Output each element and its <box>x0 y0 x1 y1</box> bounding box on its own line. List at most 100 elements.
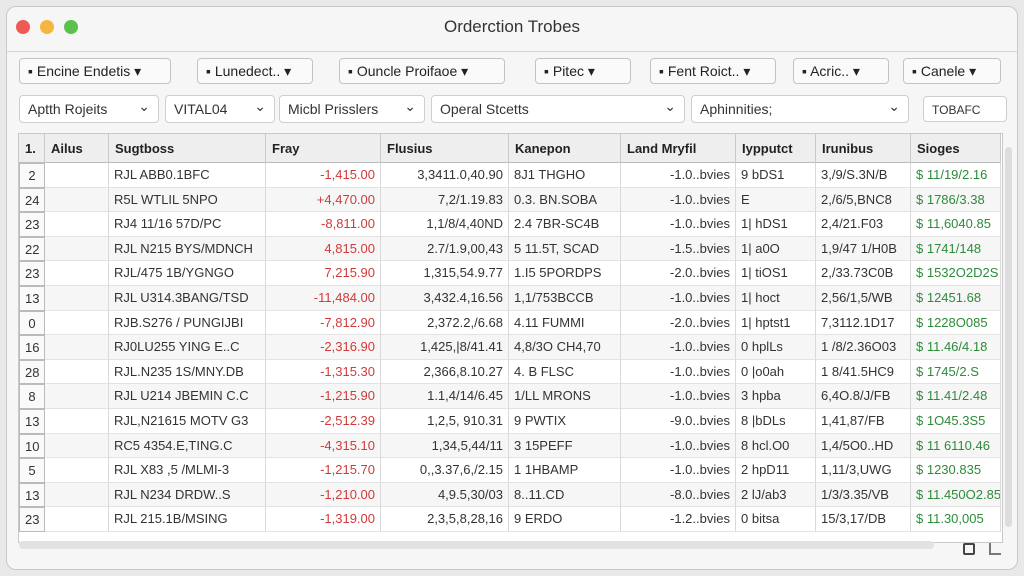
table-cell: -8,811.00 <box>266 212 381 237</box>
table-cell: -1,215.70 <box>266 458 381 483</box>
table-cell: RJL ABB0.1BFC <box>109 163 266 188</box>
table-cell: E <box>736 187 816 213</box>
empty-cell <box>45 384 109 409</box>
row-number: 13 <box>19 482 45 508</box>
table-cell: 7,215.90 <box>266 261 381 286</box>
table-cell: RJL X83 ,5 /MLMI-3 <box>109 458 266 483</box>
table-cell: 2,3,5,8,28,16 <box>381 507 509 532</box>
table-cell: RJ0LU255 YING E..C <box>109 335 266 360</box>
table-cell: 0 bitsa <box>736 507 816 532</box>
toolbar-button[interactable]: ▪ Lunedect.. ▾ <box>197 58 313 84</box>
column-header[interactable]: Fray <box>266 134 381 163</box>
empty-cell <box>45 163 109 188</box>
filter-button[interactable]: TOBAFC <box>923 96 1007 122</box>
table-cell: RJL.N235 1S/MNY.DB <box>109 359 266 385</box>
table-cell: -9.0..bvies <box>621 409 736 434</box>
column-header[interactable]: 1. <box>19 134 45 163</box>
table-cell: 1 1HBAMP <box>509 458 621 483</box>
status-icon[interactable] <box>989 543 1001 555</box>
table-cell: 1,11/3,UWG <box>816 458 911 483</box>
column-header[interactable]: Flusius <box>381 134 509 163</box>
table-cell: 3,/9/S.3N/B <box>816 163 911 188</box>
table-cell: RJL/475 1B/YGNGO <box>109 261 266 286</box>
filter-dropdown[interactable]: Aptth Rojeits ⌄ <box>19 95 159 123</box>
table-cell: 8J1 THGHO <box>509 163 621 188</box>
table-cell: -1.5..bvies <box>621 236 736 262</box>
empty-cell <box>45 433 109 459</box>
empty-cell <box>45 359 109 385</box>
row-number: 24 <box>19 187 45 213</box>
table-cell: -1.0..bvies <box>621 384 736 409</box>
close-button[interactable] <box>16 20 30 34</box>
horizontal-scrollbar[interactable] <box>19 541 934 549</box>
row-number: 13 <box>19 286 45 311</box>
table-cell: RJL N215 BYS/MDNCH <box>109 236 266 262</box>
filter-dropdown[interactable]: Aphinnities; ⌄ <box>691 95 909 123</box>
table-cell: $ 11.46/4.18 <box>911 335 1001 360</box>
filter-dropdown[interactable]: VITAL04 ⌄ <box>165 95 275 123</box>
toolbar-button[interactable]: ▪ Canele ▾ <box>903 58 1001 84</box>
row-number: 22 <box>19 236 45 262</box>
row-number: 2 <box>19 163 45 188</box>
filter-dropdown[interactable]: Micbl Prisslers ⌄ <box>279 95 425 123</box>
table-cell: 1,9/47 1/H0B <box>816 236 911 262</box>
table-cell: -1.0..bvies <box>621 458 736 483</box>
table-cell: 0.3. BN.SOBA <box>509 187 621 213</box>
filter-dropdown[interactable]: Operal Stcetts ⌄ <box>431 95 685 123</box>
column-header[interactable]: Ailus <box>45 134 109 163</box>
table-cell: 4. B FLSC <box>509 359 621 385</box>
table-cell: RJL,N21615 MOTV G3 <box>109 409 266 434</box>
table-cell: 9 bDS1 <box>736 163 816 188</box>
minimize-button[interactable] <box>40 20 54 34</box>
table-cell: $ 11.30,005 <box>911 507 1001 532</box>
table-cell: RJL N234 DRDW..S <box>109 482 266 508</box>
row-number: 28 <box>19 359 45 385</box>
table-cell: $ 1230.835 <box>911 458 1001 483</box>
table-cell: 1| hDS1 <box>736 212 816 237</box>
column-header[interactable]: Kanepon <box>509 134 621 163</box>
status-icon[interactable] <box>963 543 975 555</box>
vertical-scrollbar[interactable] <box>1005 147 1012 527</box>
toolbar-button[interactable]: ▪ Pitec ▾ <box>535 58 631 84</box>
table-cell: 4,815.00 <box>266 236 381 262</box>
column-header[interactable]: Iypputct <box>736 134 816 163</box>
table-cell: $ 11/19/2.16 <box>911 163 1001 188</box>
table-cell: 1| hptst1 <box>736 310 816 336</box>
column-header[interactable]: Sioges <box>911 134 1001 163</box>
table-cell: 2.7/1.9,00,43 <box>381 236 509 262</box>
empty-cell <box>45 482 109 508</box>
table-cell: RC5 4354.E,TING.C <box>109 433 266 459</box>
divider <box>7 51 1017 52</box>
column-header[interactable]: Irunibus <box>816 134 911 163</box>
table-cell: -7,812.90 <box>266 310 381 336</box>
table-cell: 1.1,4/14/6.45 <box>381 384 509 409</box>
table-cell: -2,316.90 <box>266 335 381 360</box>
toolbar-button[interactable]: ▪ Fent Roict.. ▾ <box>650 58 776 84</box>
table-cell: -1,319.00 <box>266 507 381 532</box>
table-cell: -4,315.10 <box>266 433 381 459</box>
column-header[interactable]: Land Mryfil <box>621 134 736 163</box>
empty-cell <box>45 236 109 262</box>
column-header[interactable]: Sugtboss <box>109 134 266 163</box>
toolbar-button[interactable]: ▪ Acric.. ▾ <box>793 58 889 84</box>
table-cell: 8..11.CD <box>509 482 621 508</box>
toolbar-button[interactable]: ▪ Encine Endetis ▾ <box>19 58 171 84</box>
table-cell: 1| tiOS1 <box>736 261 816 286</box>
table-cell: 2 lJ/ab3 <box>736 482 816 508</box>
table-cell: 2.4 7BR-SC4B <box>509 212 621 237</box>
table-cell: RJL 215.1B/MSING <box>109 507 266 532</box>
row-number: 10 <box>19 433 45 459</box>
zoom-button[interactable] <box>64 20 78 34</box>
table-cell: 7,3112.1D17 <box>816 310 911 336</box>
empty-cell <box>45 310 109 336</box>
table-cell: RJL U314.3BANG/TSD <box>109 286 266 311</box>
toolbar-button[interactable]: ▪ Ouncle Proifaoe ▾ <box>339 58 505 84</box>
table-cell: 1,1/753BCCB <box>509 286 621 311</box>
table-cell: -1.0..bvies <box>621 187 736 213</box>
table-cell: -2.0..bvies <box>621 261 736 286</box>
table-cell: $ 1786/3.38 <box>911 187 1001 213</box>
empty-cell <box>45 409 109 434</box>
row-number: 13 <box>19 409 45 434</box>
table-cell: 5 11.5T, SCAD <box>509 236 621 262</box>
table-cell: 0 hplLs <box>736 335 816 360</box>
